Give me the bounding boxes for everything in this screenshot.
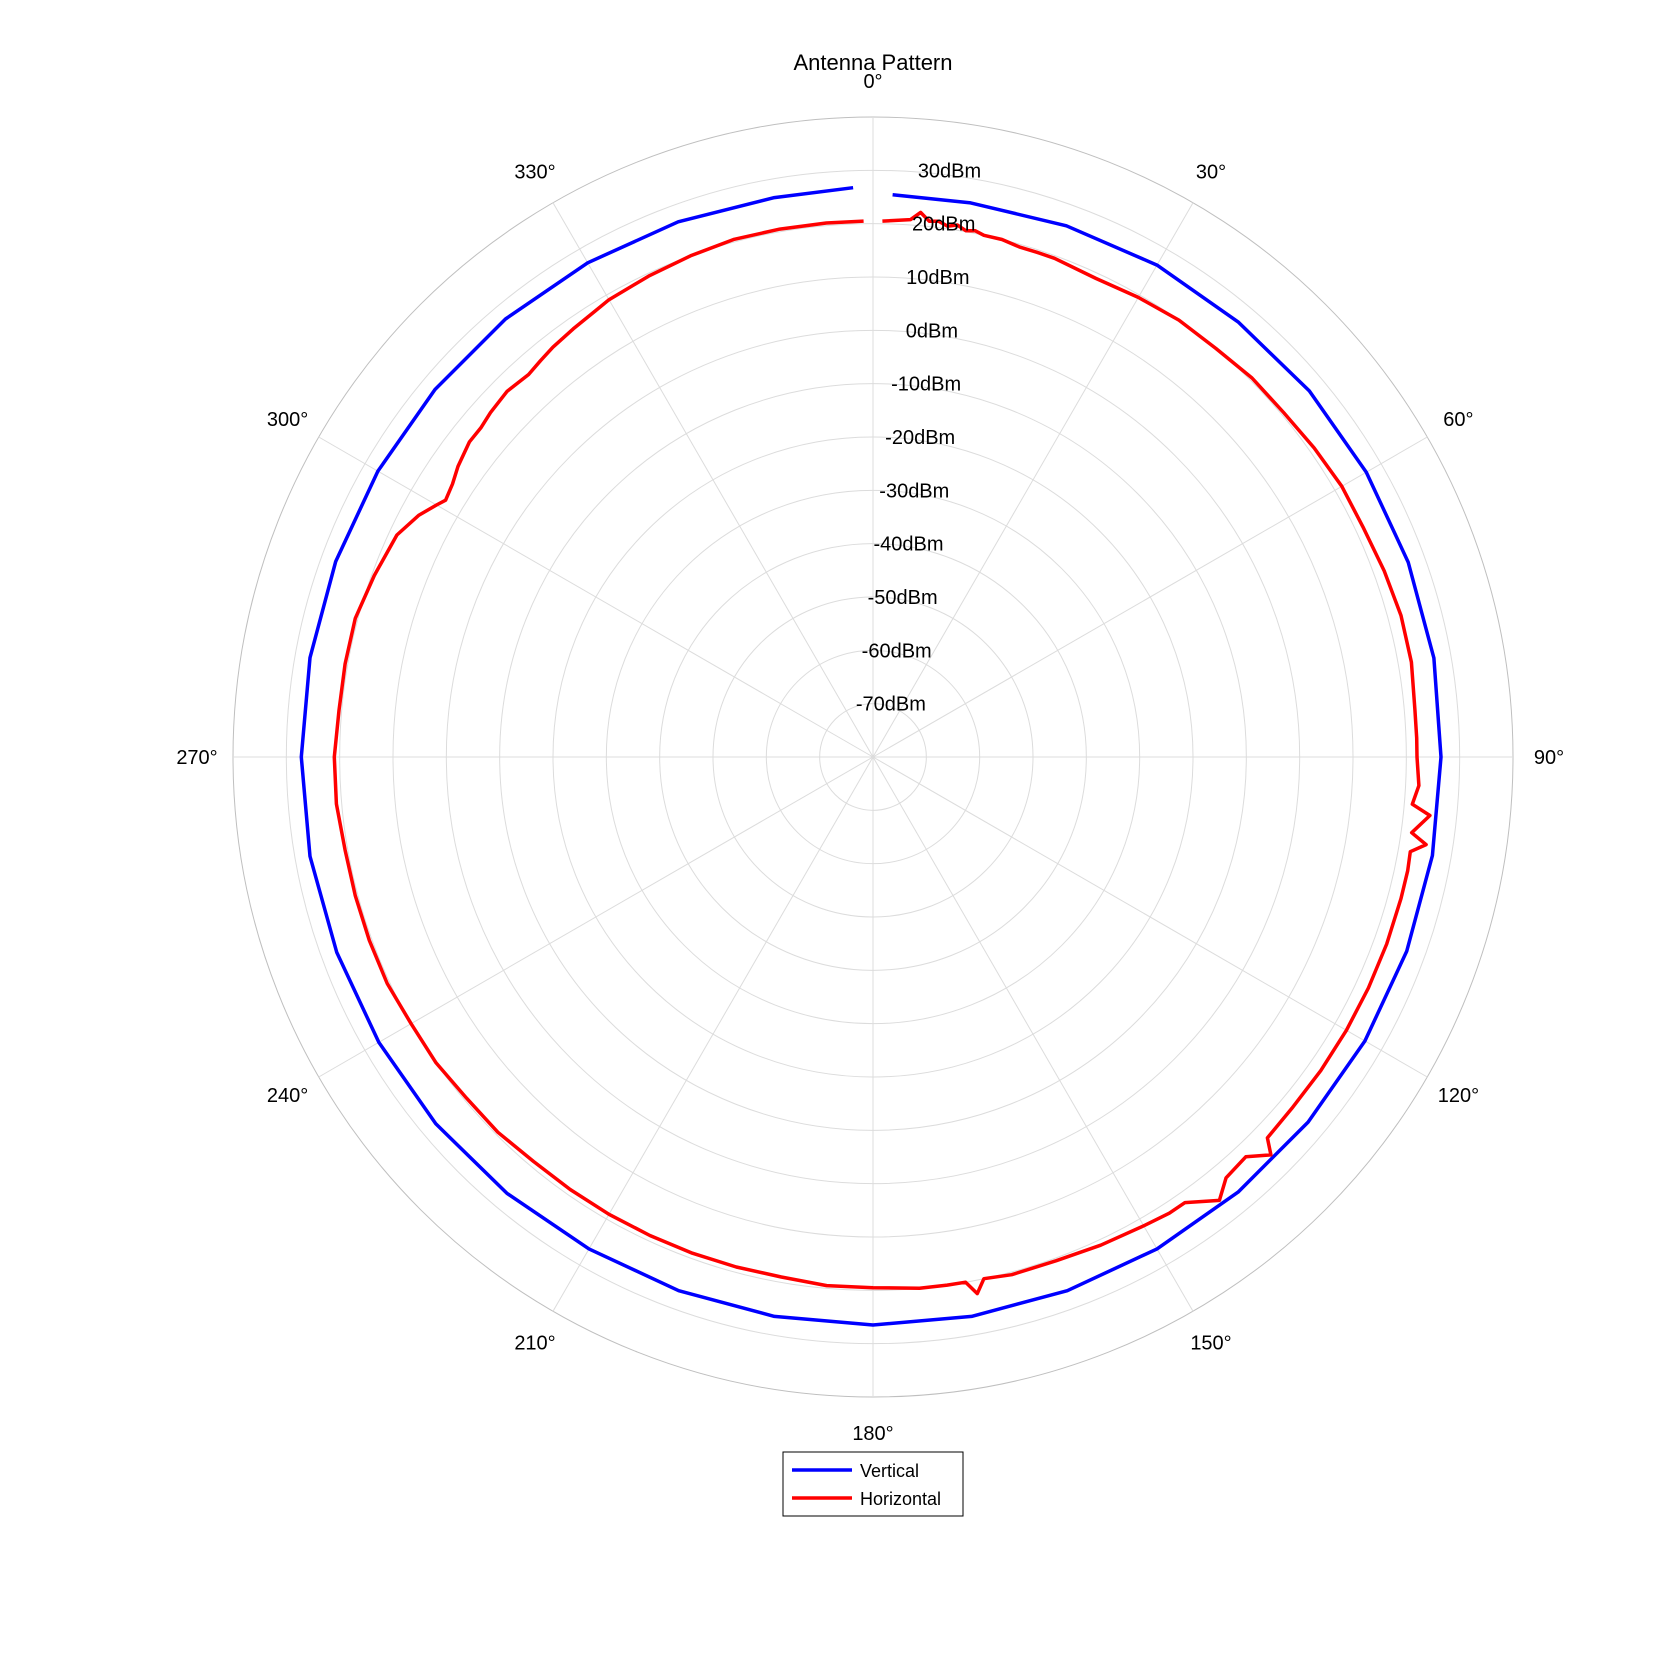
radial-tick-label: -30dBm xyxy=(879,480,949,502)
angle-tick-label: 210° xyxy=(514,1332,555,1354)
grid-spoke xyxy=(318,436,874,758)
grid-spoke xyxy=(872,756,1428,1078)
series-line-vertical xyxy=(299,185,1443,1327)
radial-tick-label: 10dBm xyxy=(906,267,969,289)
grid-spoke xyxy=(552,202,874,758)
legend-label-horizontal: Horizontal xyxy=(860,1489,941,1509)
angle-tick-label: 270° xyxy=(176,747,217,769)
radial-tick-label: -70dBm xyxy=(856,694,926,716)
angle-tick-label: 0° xyxy=(863,71,882,93)
angle-tick-label: 300° xyxy=(267,409,308,431)
legend-box xyxy=(782,1451,964,1517)
angle-tick-label: 60° xyxy=(1443,409,1473,431)
radial-tick-label: -40dBm xyxy=(873,534,943,556)
polar-grid xyxy=(232,116,1514,1398)
radial-tick-label: -60dBm xyxy=(862,640,932,662)
radial-tick-label: 20dBm xyxy=(912,214,975,236)
grid-spoke xyxy=(872,436,1428,758)
grid-spoke xyxy=(552,756,874,1312)
legend: Vertical Horizontal xyxy=(782,1451,964,1517)
angle-tick-label: 150° xyxy=(1190,1332,1231,1354)
radial-tick-label: -10dBm xyxy=(891,374,961,396)
grid-spoke xyxy=(872,756,1194,1312)
angle-tick-label: 30° xyxy=(1196,162,1226,184)
radial-tick-label: -50dBm xyxy=(868,587,938,609)
legend-label-vertical: Vertical xyxy=(860,1461,919,1481)
radial-tick-label: 30dBm xyxy=(918,160,981,182)
series-lines xyxy=(299,185,1443,1327)
radial-tick-label: -20dBm xyxy=(885,427,955,449)
angle-tick-label: 330° xyxy=(514,162,555,184)
radial-tick-label: 0dBm xyxy=(906,320,958,342)
angle-tick-label: 240° xyxy=(267,1085,308,1107)
angle-tick-label: 90° xyxy=(1534,747,1564,769)
chart-title: Antenna Pattern xyxy=(793,50,952,75)
angle-tick-label: 120° xyxy=(1438,1085,1479,1107)
angle-tick-labels: 0° 30° 60° 90° 120° 150° 180° 210° 240° 270° 300° 3… xyxy=(176,71,1564,1445)
grid-spoke xyxy=(872,202,1194,758)
series-line-horizontal xyxy=(332,210,1432,1296)
angle-tick-label: 180° xyxy=(852,1423,893,1445)
grid-spoke xyxy=(318,756,874,1078)
radial-tick-labels: 30dBm 20dBm 10dBm 0dBm -10dBm -20dBm -30dBm -40… xyxy=(856,160,981,715)
